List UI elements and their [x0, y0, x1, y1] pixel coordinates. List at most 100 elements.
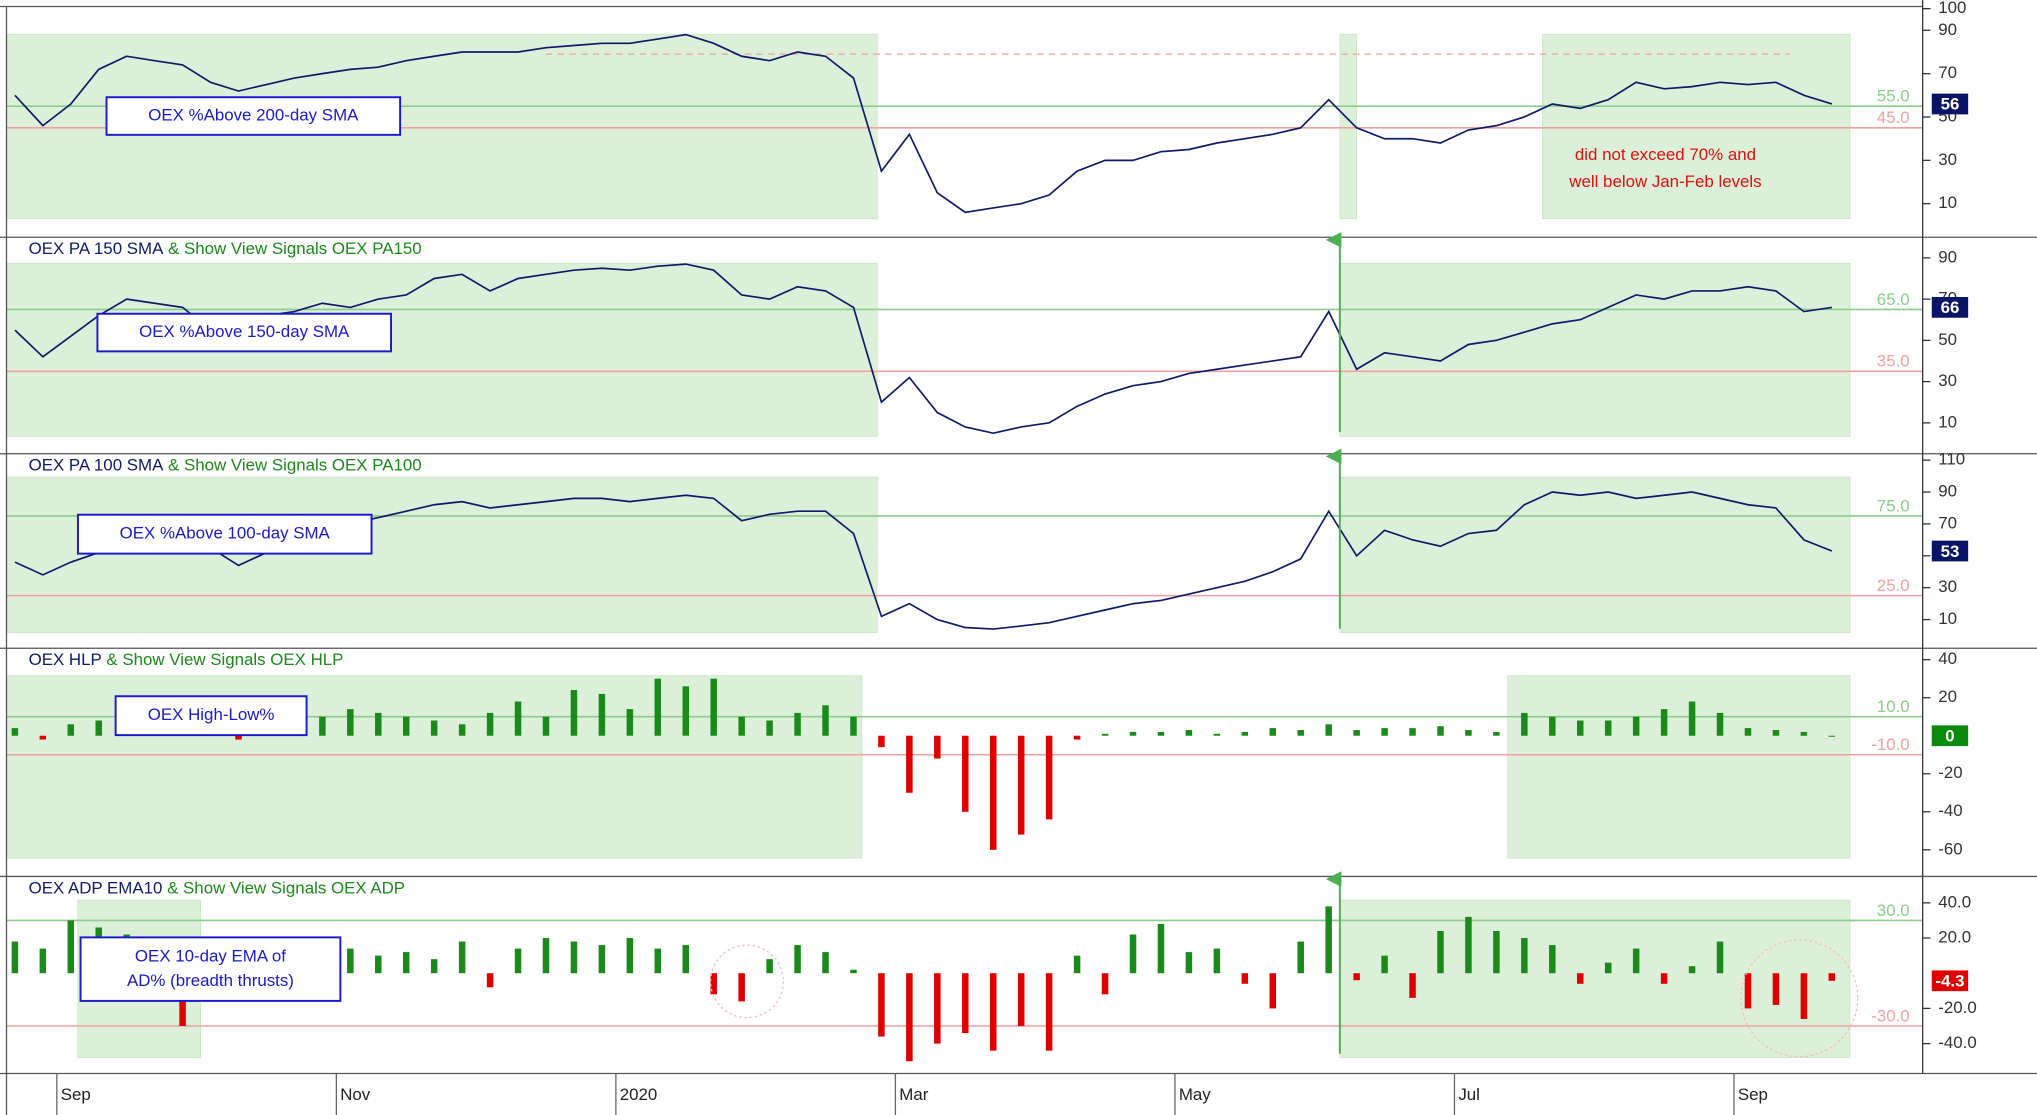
bar — [1269, 728, 1277, 736]
bar — [1744, 728, 1752, 736]
annotation-text: OEX %Above 150-day SMA — [139, 322, 350, 341]
signal-shade — [1542, 33, 1851, 220]
bar — [850, 969, 857, 974]
y-tick-label: 10 — [1938, 609, 1957, 628]
bar — [626, 938, 634, 974]
last-value-label: 53 — [1941, 542, 1960, 561]
bar — [1157, 731, 1165, 736]
last-value-label: 66 — [1941, 298, 1960, 317]
bar — [710, 678, 717, 736]
y-tick-label: 100 — [1938, 0, 1966, 17]
bar — [878, 735, 885, 748]
bar — [1269, 973, 1277, 1009]
bar — [1325, 724, 1332, 736]
bar — [1129, 934, 1137, 974]
bar — [1185, 952, 1193, 974]
bar — [1549, 716, 1556, 736]
bar — [906, 735, 913, 793]
bar — [1521, 938, 1528, 974]
annotation-box — [79, 936, 342, 1002]
bar — [1045, 735, 1053, 820]
y-tick-label: -60 — [1938, 839, 1962, 858]
signal-shade — [1507, 675, 1851, 859]
bar — [1828, 735, 1836, 737]
bar — [235, 735, 242, 740]
panel-title: OEX PA 100 SMA & Show View Signals OEX P… — [29, 456, 422, 475]
bar — [934, 735, 941, 759]
annotation-text: OEX %Above 100-day SMA — [120, 524, 331, 543]
bar — [486, 712, 494, 736]
y-tick-label: 40.0 — [1938, 892, 1971, 911]
last-value-box — [1931, 540, 1969, 562]
bar — [598, 693, 606, 736]
bar — [67, 724, 75, 736]
x-tick-label: Jul — [1458, 1085, 1480, 1104]
last-value-box — [1931, 970, 1969, 992]
annotation-box — [114, 695, 308, 737]
bar — [1604, 962, 1612, 974]
threshold-label: -10.0 — [1871, 735, 1909, 754]
y-tick-label: 70 — [1938, 63, 1957, 82]
bar — [1045, 973, 1053, 1051]
bar — [1017, 973, 1025, 1027]
x-tick-label: Nov — [340, 1085, 371, 1104]
bar — [39, 735, 47, 740]
bar — [1716, 941, 1724, 974]
y-tick-label: 110 — [1938, 450, 1965, 469]
annotation-text: OEX %Above 200-day SMA — [148, 106, 359, 125]
bar — [1465, 916, 1472, 974]
last-value-label: 56 — [1941, 95, 1960, 114]
bar — [822, 952, 829, 974]
panel-title-main: OEX HLP — [29, 651, 102, 670]
bar — [598, 945, 606, 974]
panel-title-suffix: & Show View Signals OEX PA150 — [168, 240, 422, 259]
panel-title: OEX ADP EMA10 & Show View Signals OEX AD… — [29, 879, 405, 898]
bar — [458, 941, 466, 974]
signal-shade — [1339, 899, 1851, 1059]
panel-title-main: OEX ADP EMA10 — [29, 879, 163, 898]
bar — [570, 690, 578, 736]
bar — [1297, 730, 1304, 736]
bar — [1017, 735, 1025, 835]
bar — [1660, 973, 1668, 984]
panel-title: OEX HLP & Show View Signals OEX HLP — [29, 651, 344, 670]
bar — [1604, 720, 1612, 736]
bar — [1073, 735, 1081, 740]
highlight-circle — [709, 944, 785, 1019]
line-series — [14, 33, 1833, 214]
bar — [1744, 973, 1752, 1009]
y-tick-label: -40.0 — [1938, 1033, 1976, 1052]
highlight-circle — [1740, 939, 1859, 1058]
threshold-label: 35.0 — [1877, 352, 1910, 371]
bar — [347, 948, 354, 974]
last-value-label: -4.3 — [1935, 972, 1964, 991]
bar — [11, 728, 19, 736]
x-tick-label: May — [1179, 1085, 1211, 1104]
bar — [654, 948, 662, 974]
panel-title: OEX PA 150 SMA & Show View Signals OEX P… — [29, 240, 422, 259]
panel-title-main: OEX PA 150 SMA — [29, 240, 165, 259]
bar — [375, 712, 382, 736]
y-tick-label: 90 — [1938, 482, 1957, 501]
y-tick-label: 90 — [1938, 20, 1957, 39]
bar — [1632, 716, 1640, 736]
y-tick-label: 30 — [1938, 371, 1957, 390]
threshold-label: 65.0 — [1877, 290, 1910, 309]
threshold-label: 10.0 — [1877, 697, 1910, 716]
x-tick-label: Sep — [1738, 1085, 1768, 1104]
y-tick-label: 30 — [1938, 150, 1957, 169]
y-tick-label: 40 — [1938, 649, 1957, 668]
bar — [1437, 726, 1444, 736]
y-tick-label: 20 — [1938, 687, 1957, 706]
annotation-box — [76, 513, 373, 555]
bar — [1213, 948, 1221, 974]
bar — [319, 716, 326, 736]
bar — [347, 709, 354, 736]
last-value-box — [1931, 93, 1969, 115]
signal-shade — [1339, 476, 1851, 634]
bar — [1772, 973, 1780, 1005]
bar — [1688, 966, 1696, 974]
bar — [1241, 973, 1249, 984]
